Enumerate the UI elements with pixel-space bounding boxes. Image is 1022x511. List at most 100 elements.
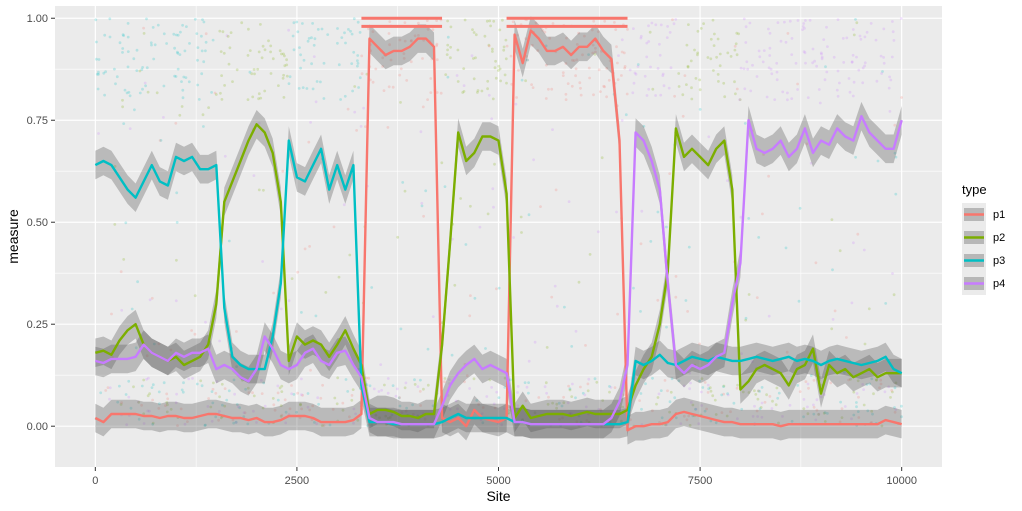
scatter-point	[647, 24, 650, 28]
scatter-point	[850, 60, 854, 64]
scatter-point	[174, 401, 178, 405]
scatter-point	[651, 376, 654, 380]
scatter-point	[525, 55, 528, 58]
scatter-point	[735, 386, 739, 390]
scatter-point	[300, 393, 303, 397]
scatter-point	[145, 354, 149, 358]
scatter-point	[706, 56, 710, 59]
scatter-point	[394, 394, 398, 398]
scatter-point	[708, 386, 712, 390]
scatter-point	[296, 270, 300, 274]
scatter-point	[386, 416, 390, 420]
scatter-point	[391, 85, 395, 89]
scatter-point	[352, 17, 356, 21]
legend-title: type	[962, 182, 987, 197]
scatter-point	[818, 101, 822, 105]
scatter-point	[119, 403, 123, 406]
scatter-point	[822, 38, 826, 41]
scatter-point	[403, 21, 407, 24]
scatter-point	[665, 325, 668, 329]
scatter-point	[804, 61, 807, 65]
scatter-point	[770, 72, 774, 76]
scatter-point	[110, 312, 113, 316]
scatter-point	[862, 248, 866, 252]
scatter-point	[221, 403, 224, 407]
scatter-point	[196, 83, 200, 87]
scatter-point	[287, 82, 291, 85]
scatter-point	[577, 280, 581, 284]
scatter-point	[426, 383, 430, 387]
scatter-point	[714, 413, 718, 416]
scatter-point	[644, 382, 647, 386]
scatter-point	[796, 19, 800, 22]
scatter-point	[234, 420, 238, 424]
scatter-point	[431, 315, 435, 318]
scatter-point	[126, 22, 130, 25]
scatter-point	[760, 401, 764, 405]
scatter-point	[279, 307, 283, 311]
scatter-point	[625, 92, 629, 96]
scatter-point	[353, 110, 357, 114]
scatter-point	[639, 36, 643, 40]
scatter-point	[228, 46, 232, 50]
scatter-point	[453, 283, 457, 287]
scatter-point	[617, 54, 620, 57]
scatter-point	[574, 67, 578, 71]
scatter-point	[709, 37, 713, 41]
scatter-point	[765, 95, 769, 99]
scatter-point	[855, 405, 858, 409]
scatter-point	[674, 18, 678, 21]
scatter-point	[399, 67, 403, 71]
x-tick-label: 0	[92, 475, 98, 487]
legend-label-p1: p1	[993, 209, 1005, 221]
scatter-point	[113, 165, 117, 168]
scatter-point	[104, 389, 108, 392]
scatter-point	[893, 410, 897, 414]
scatter-point	[632, 27, 635, 30]
scatter-point	[162, 116, 165, 119]
scatter-point	[716, 37, 720, 41]
scatter-point	[702, 22, 705, 25]
scatter-point	[339, 98, 342, 101]
scatter-point	[471, 28, 474, 31]
scatter-point	[328, 423, 332, 427]
scatter-point	[722, 384, 726, 388]
scatter-point	[561, 74, 565, 77]
scatter-point	[591, 43, 595, 47]
scatter-point	[526, 58, 529, 62]
scatter-point	[498, 28, 502, 32]
scatter-point	[456, 48, 460, 52]
scatter-point	[367, 27, 370, 31]
scatter-point	[767, 66, 771, 70]
scatter-point	[620, 50, 624, 54]
scatter-point	[616, 78, 620, 81]
scatter-point	[118, 41, 122, 45]
scatter-point	[616, 312, 619, 316]
scatter-point	[794, 61, 798, 65]
scatter-point	[403, 386, 407, 390]
scatter-point	[705, 407, 708, 411]
scatter-point	[514, 102, 518, 106]
scatter-point	[359, 125, 363, 128]
scatter-point	[889, 396, 892, 399]
scatter-point	[308, 245, 311, 248]
scatter-point	[282, 52, 285, 56]
scatter-point	[835, 88, 839, 92]
scatter-point	[665, 423, 668, 427]
scatter-point	[823, 393, 826, 396]
scatter-point	[891, 272, 894, 275]
scatter-point	[746, 67, 750, 71]
x-axis-title: Site	[486, 488, 510, 504]
scatter-point	[202, 20, 206, 24]
scatter-point	[845, 36, 849, 40]
scatter-point	[880, 424, 884, 428]
scatter-point	[577, 31, 580, 35]
scatter-point	[413, 34, 417, 38]
scatter-point	[300, 377, 303, 381]
scatter-point	[714, 421, 718, 425]
scatter-point	[718, 64, 722, 68]
scatter-point	[830, 327, 834, 331]
scatter-point	[558, 417, 561, 421]
scatter-point	[165, 401, 169, 404]
confidence-ribbons	[95, 16, 902, 445]
